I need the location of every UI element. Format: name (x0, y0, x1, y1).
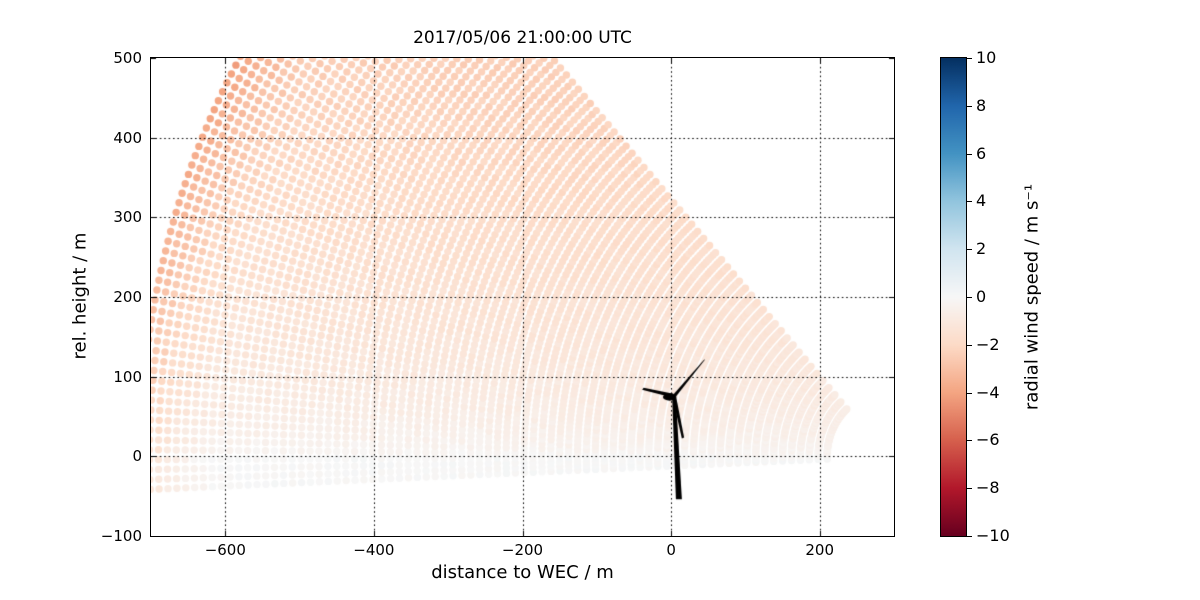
y-axis-label: rel. height / m (69, 232, 91, 360)
y-tick-label: 500 (113, 49, 142, 67)
colorbar-label: radial wind speed / m s⁻¹ (1021, 183, 1043, 411)
colorbar-tick-mark (967, 249, 972, 250)
colorbar-tick-label: 2 (976, 239, 987, 259)
colorbar-tick-mark (967, 393, 972, 394)
colorbar-tick-mark (967, 297, 972, 298)
x-tick-label: 200 (805, 541, 834, 559)
y-tick-label: −100 (100, 527, 142, 545)
colorbar-tick-label: 8 (976, 95, 987, 115)
colorbar-tick-label: 4 (976, 191, 987, 211)
y-tick-label: 200 (113, 288, 142, 306)
colorbar-canvas (941, 58, 966, 536)
colorbar-tick-mark (967, 536, 972, 537)
y-tick-label: 400 (113, 128, 142, 147)
colorbar-tick-mark (967, 488, 972, 489)
colorbar-tick-mark (967, 154, 972, 155)
colorbar-tick-label: −10 (976, 526, 1010, 545)
colorbar-tick-mark (967, 106, 972, 107)
colorbar-tick-label: 10 (976, 48, 997, 67)
colorbar-tick-mark (967, 440, 972, 441)
plot-title: 2017/05/06 21:00:00 UTC (413, 28, 632, 48)
x-tick-label: 0 (666, 541, 676, 559)
colorbar-tick-label: −2 (976, 334, 1000, 354)
colorbar-tick-mark (967, 345, 972, 346)
colorbar-tick-label: −6 (976, 430, 1000, 450)
x-axis-label: distance to WEC / m (431, 562, 614, 583)
colorbar-tick-mark (967, 201, 972, 202)
y-tick-label: 0 (132, 447, 142, 466)
plot-area (150, 57, 895, 537)
colorbar-tick-label: 0 (976, 287, 987, 306)
colorbar-tick-label: −4 (976, 382, 1000, 402)
colorbar-tick-mark (967, 58, 972, 59)
x-tick-label: −400 (353, 541, 395, 559)
colorbar (940, 57, 967, 537)
colorbar-tick-label: −8 (976, 478, 1000, 498)
x-tick-label: −600 (204, 541, 246, 559)
scatter-plot-canvas (151, 58, 894, 536)
x-tick-label: −200 (501, 541, 544, 559)
y-tick-label: 300 (113, 208, 142, 227)
y-tick-label: 100 (113, 367, 142, 386)
colorbar-tick-label: 6 (976, 143, 987, 163)
